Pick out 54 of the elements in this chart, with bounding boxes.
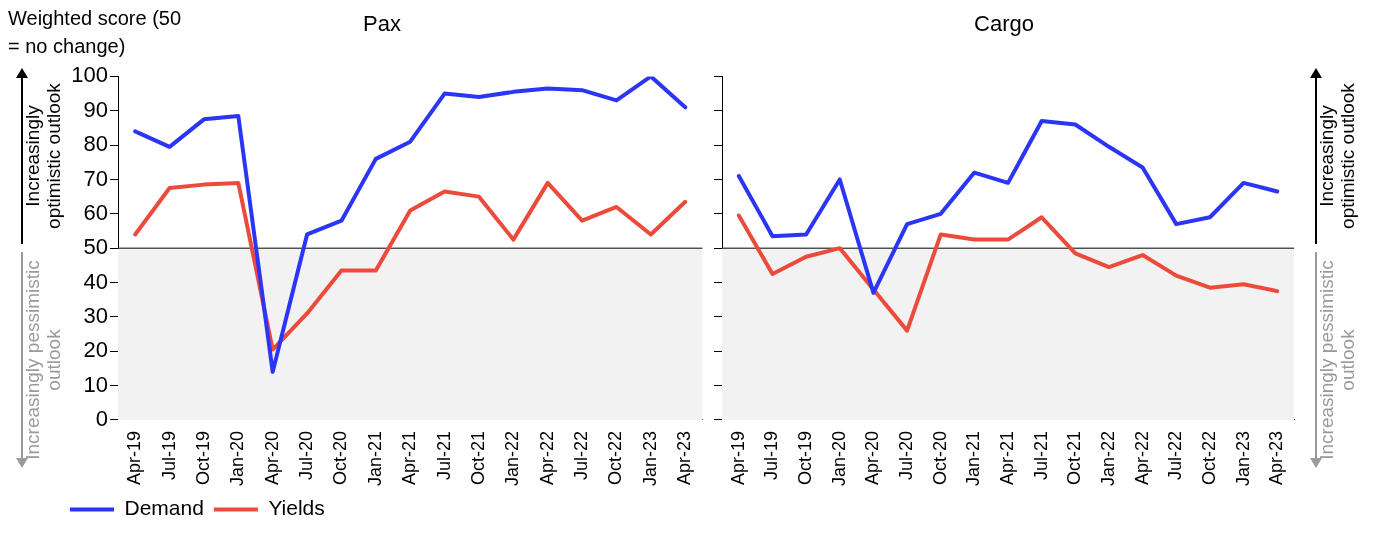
y-tick-label: 60 (83, 199, 108, 225)
text: Increasingly pessimistic outlook (22, 259, 65, 462)
x-tick-label: Jan-23 (1232, 430, 1253, 487)
y-axis-title: Weighted score (50 = no change) (8, 6, 183, 59)
y-tick-label: 40 (83, 268, 108, 294)
x-tick-label: Jul-20 (896, 430, 917, 480)
x-tick-label: Jan-20 (828, 430, 849, 487)
x-tick-label: Jul-19 (761, 430, 782, 480)
x-tick-label: Apr-23 (1266, 430, 1287, 485)
x-tick-label: Jan-22 (1097, 430, 1118, 487)
y-tick-label: 20 (83, 337, 108, 363)
text: Increasingly optimistic outlook (22, 82, 65, 232)
x-tick-label: Jul-22 (571, 430, 592, 480)
x-tick-label: Oct-19 (795, 430, 816, 485)
y-tick-label: 80 (83, 131, 108, 157)
x-tick-label: Oct-21 (1064, 430, 1085, 485)
y-tick-label: 30 (83, 302, 108, 328)
y-tick-label: 50 (83, 234, 108, 260)
x-tick-label: Jul-21 (1030, 430, 1051, 480)
x-tick-label: Apr-21 (399, 430, 420, 485)
legend-label: Demand (124, 496, 204, 520)
y-tick-label: 100 (71, 62, 108, 88)
x-tick-label: Apr-21 (996, 430, 1017, 485)
x-tick-label: Oct-21 (467, 430, 488, 485)
x-tick-label: Oct-20 (929, 430, 950, 485)
legend-label: Yields (268, 496, 325, 520)
x-tick-label: Apr-20 (862, 430, 883, 485)
y-tick-label: 10 (83, 371, 108, 397)
x-tick-label: Apr-19 (727, 430, 748, 485)
x-tick-label: Jul-20 (296, 430, 317, 480)
x-tick-label: Jan-20 (227, 430, 248, 487)
x-tick-label: Oct-20 (330, 430, 351, 485)
x-tick-label: Apr-23 (674, 430, 695, 485)
chart-title: Cargo (974, 11, 1034, 37)
x-tick-label: Apr-19 (124, 430, 145, 485)
chart-title: Pax (363, 11, 401, 37)
x-tick-label: Oct-19 (192, 430, 213, 485)
x-tick-label: Jul-21 (433, 430, 454, 480)
x-tick-label: Jul-19 (158, 430, 179, 480)
y-tick-label: 0 (95, 406, 108, 432)
x-tick-label: Jan-23 (639, 430, 660, 487)
x-tick-label: Apr-20 (261, 430, 282, 485)
text: Increasingly optimistic outlook (1315, 82, 1359, 232)
x-tick-label: Apr-22 (1131, 430, 1152, 485)
y-tick-label: 70 (83, 165, 108, 191)
x-tick-label: Jan-22 (502, 430, 523, 487)
x-tick-label: Jul-22 (1165, 430, 1186, 480)
x-tick-label: Apr-22 (536, 430, 557, 485)
x-tick-label: Jan-21 (963, 430, 984, 487)
y-tick-label: 90 (83, 96, 108, 122)
x-tick-label: Oct-22 (1198, 430, 1219, 485)
x-tick-label: Oct-22 (605, 430, 626, 485)
x-tick-label: Jan-21 (364, 430, 385, 487)
text: Increasingly pessimistic outlook (1315, 259, 1359, 462)
